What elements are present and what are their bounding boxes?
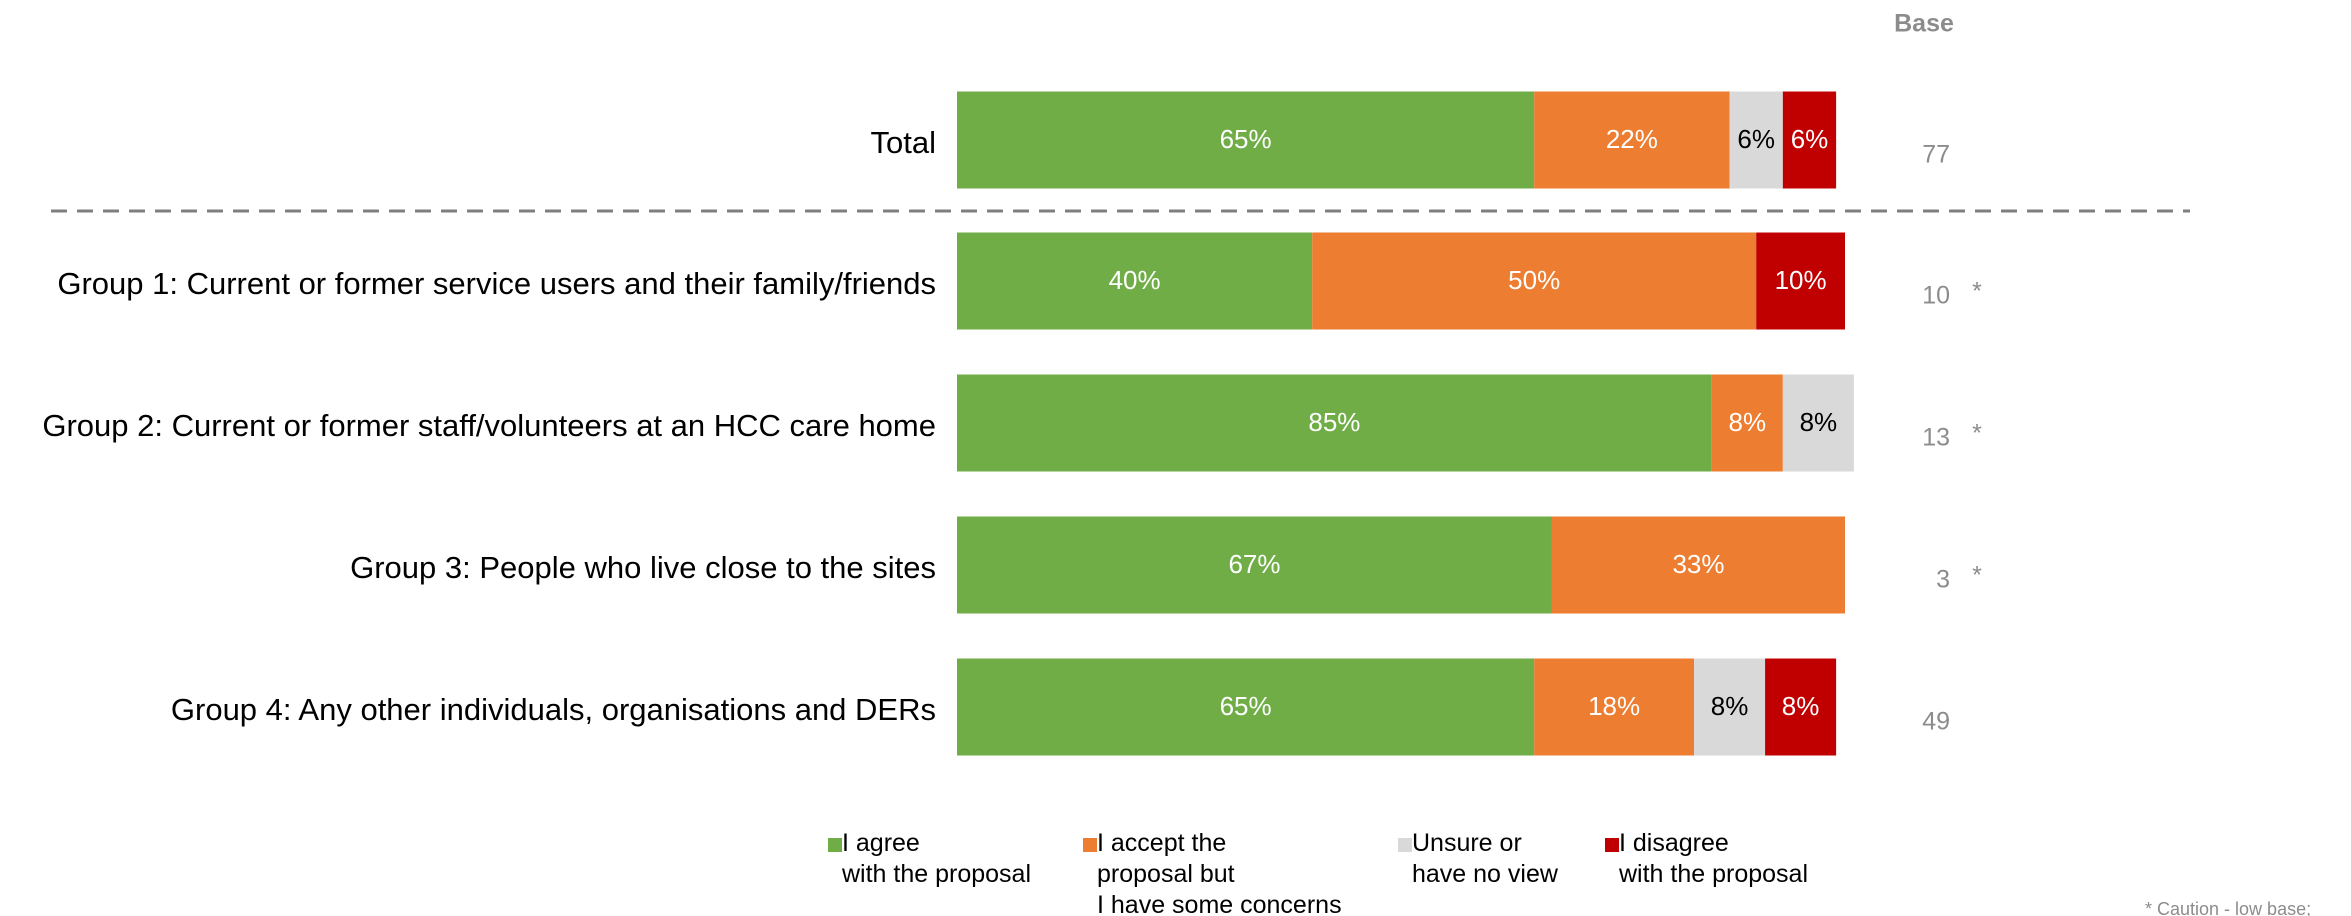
bar-segment <box>957 516 1552 614</box>
data-label: 67% <box>1228 549 1280 579</box>
bar-segment <box>1534 658 1695 756</box>
data-label: 65% <box>1220 124 1272 154</box>
legend-label: I agree with the proposal <box>842 829 1032 888</box>
base-value: 49 <box>1922 708 1950 736</box>
legend-swatch <box>1083 838 1097 852</box>
bar-segment <box>957 91 1535 189</box>
bar-segment <box>1756 232 1845 330</box>
category-label: Group 3: People who live close to the si… <box>350 550 936 585</box>
category-label: Group 4: Any other individuals, organisa… <box>171 692 936 727</box>
base-value: 77 <box>1922 141 1950 169</box>
category-label: Group 1: Current or former service users… <box>57 266 936 301</box>
bar-segment <box>1312 232 1757 330</box>
bar-segment <box>1534 91 1730 189</box>
bar-segment <box>1711 374 1783 472</box>
data-label: 6% <box>1791 124 1829 154</box>
data-label: 8% <box>1729 407 1767 437</box>
data-label: 85% <box>1308 407 1360 437</box>
base-value: 13 <box>1922 424 1950 452</box>
footnote: * Caution - low base; <box>2145 899 2311 916</box>
category-label: Group 2: Current or former staff/volunte… <box>42 408 936 443</box>
bar-segment <box>957 232 1313 330</box>
bar-segment <box>957 374 1712 472</box>
legend-swatch <box>1398 838 1412 852</box>
bar-segment <box>1782 374 1854 472</box>
bar-segment <box>1729 91 1783 189</box>
low-base-flag: * <box>1972 420 1982 448</box>
legend-label: I disagree with the proposal <box>1619 829 1809 888</box>
data-label: 8% <box>1711 691 1749 721</box>
data-label: 6% <box>1737 124 1775 154</box>
legend-label: I accept the proposal but I have some co… <box>1097 829 1342 916</box>
low-base-flag: * <box>1972 278 1982 306</box>
data-label: 18% <box>1588 691 1640 721</box>
legend-label: Unsure or have no view <box>1412 829 1558 888</box>
bar-segment <box>957 658 1535 756</box>
legend-swatch <box>828 838 842 852</box>
low-base-flag: * <box>1972 562 1982 590</box>
data-label: 40% <box>1109 265 1161 295</box>
data-label: 10% <box>1775 265 1827 295</box>
data-label: 50% <box>1508 265 1560 295</box>
category-label: Total <box>871 125 936 160</box>
legend-swatch <box>1605 838 1619 852</box>
base-value: 10 <box>1922 282 1950 310</box>
base-header: Base <box>1894 10 1954 38</box>
data-label: 65% <box>1220 691 1272 721</box>
bar-segment <box>1782 91 1837 189</box>
bar-segment <box>1694 658 1766 756</box>
data-label: 8% <box>1782 691 1820 721</box>
data-label: 8% <box>1800 407 1838 437</box>
bar-segment <box>1765 658 1837 756</box>
base-value: 3 <box>1936 566 1950 594</box>
data-label: 33% <box>1672 549 1724 579</box>
bar-segment <box>1551 516 1845 614</box>
data-label: 22% <box>1606 124 1658 154</box>
